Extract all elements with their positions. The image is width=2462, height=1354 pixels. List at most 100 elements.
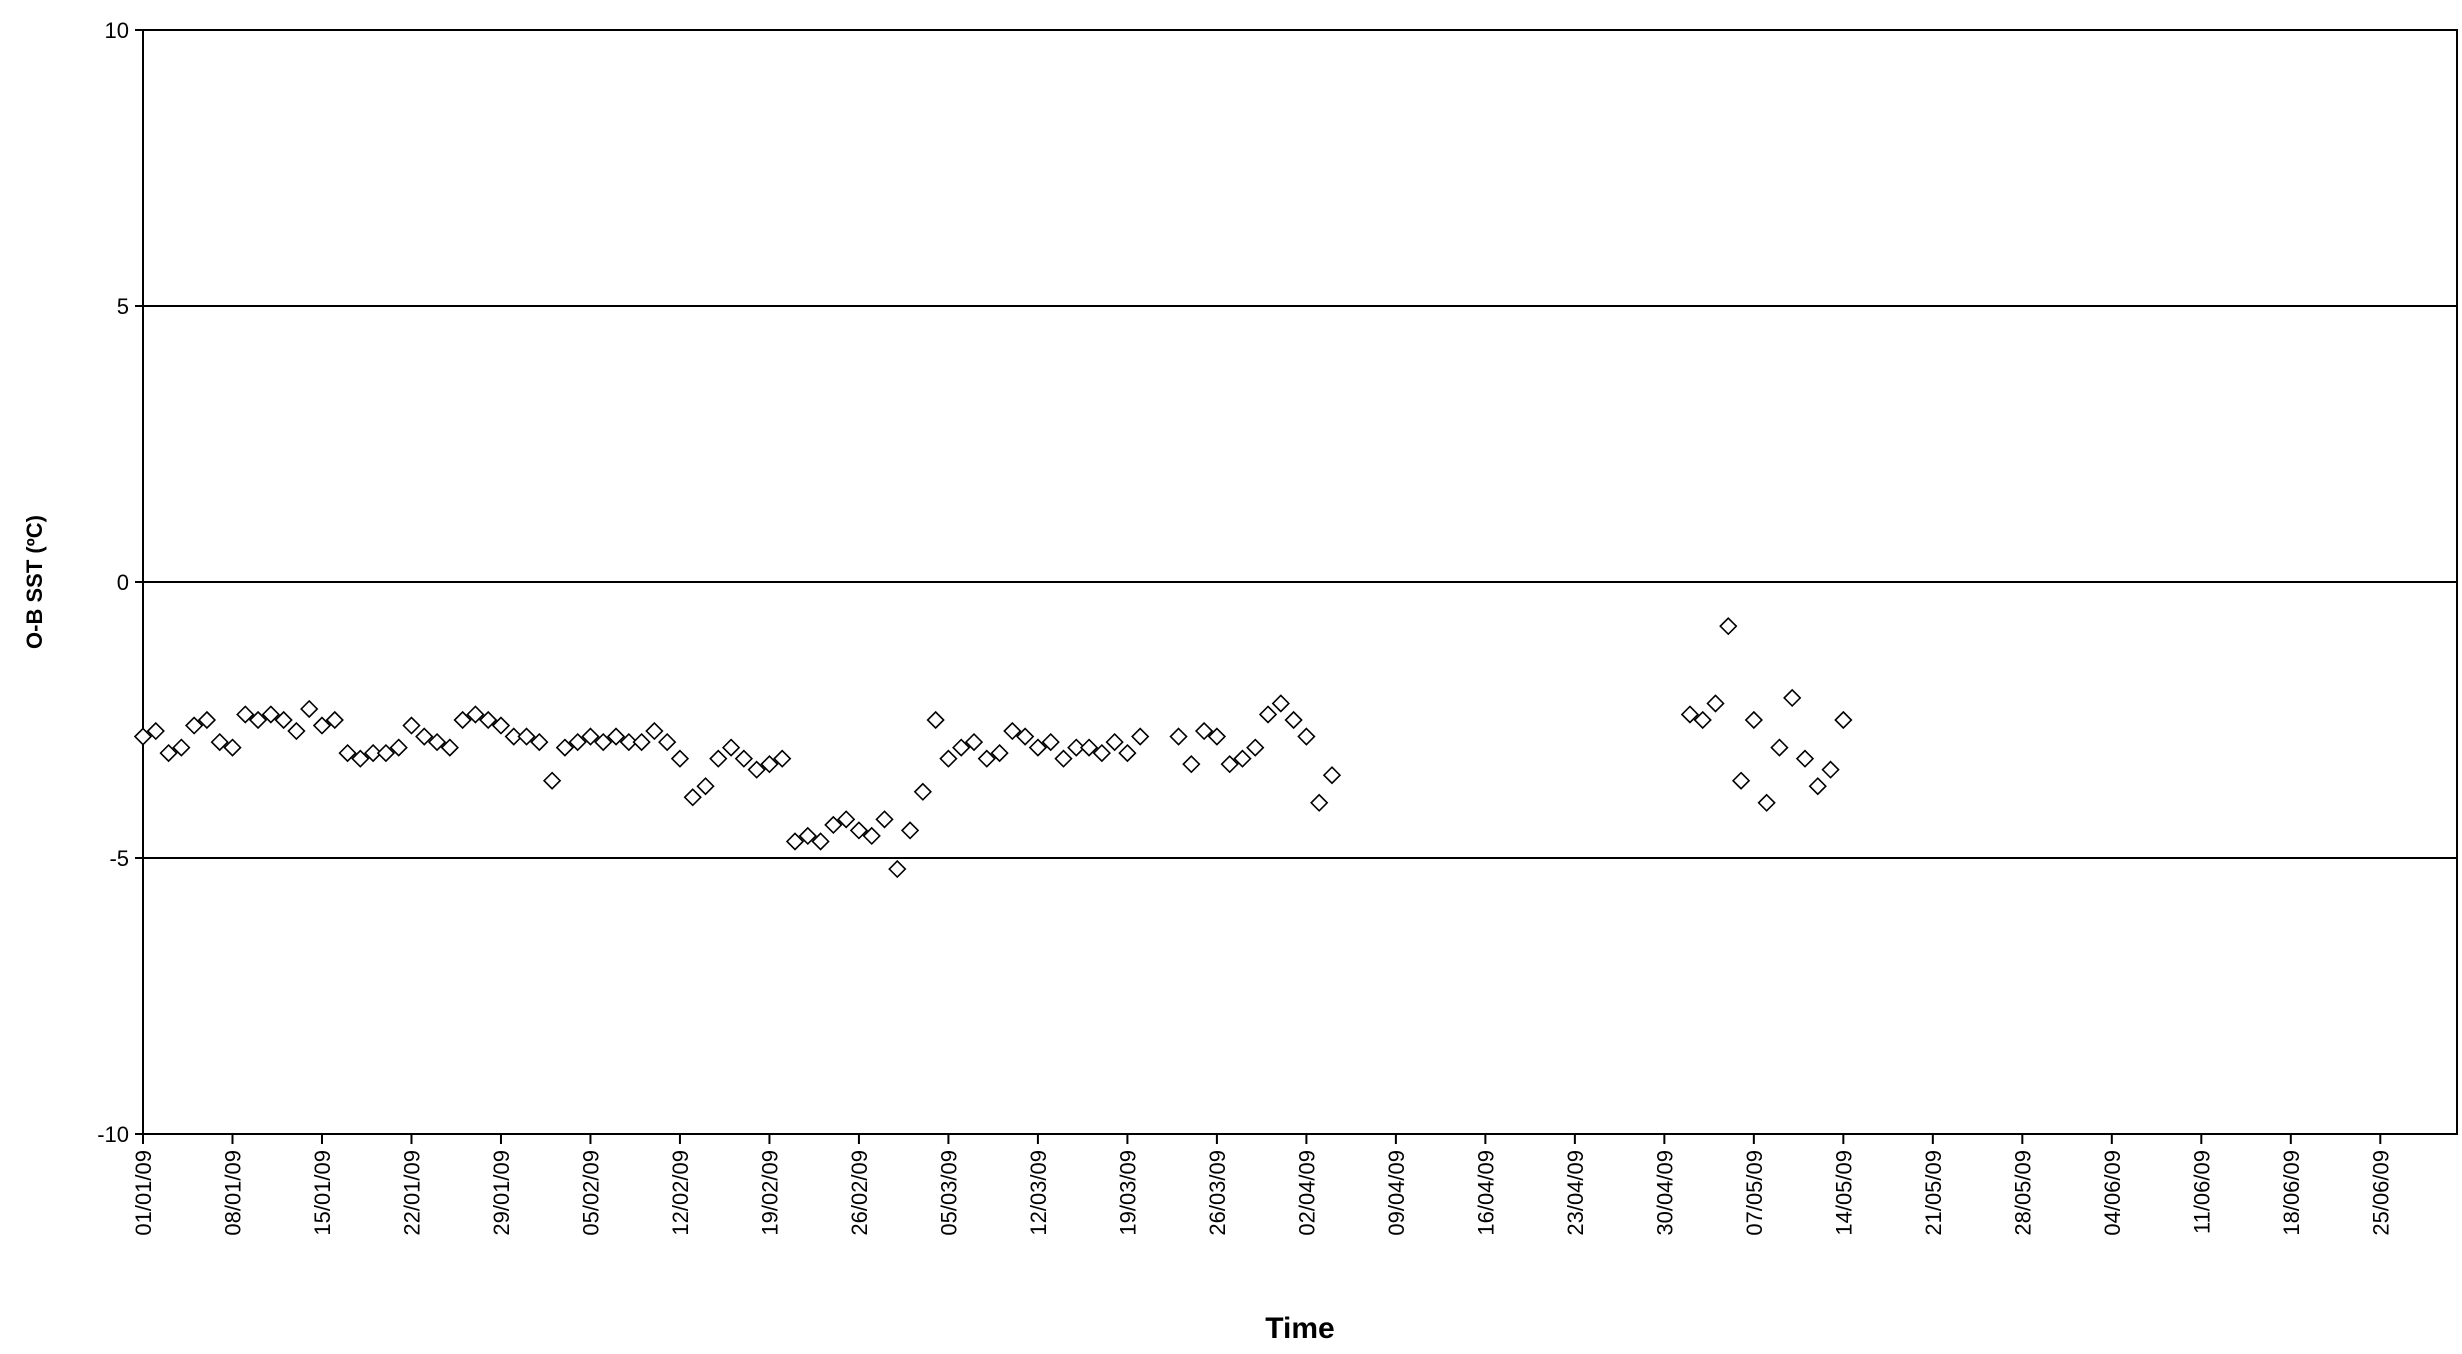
x-tick-label: 05/02/09 <box>578 1150 603 1236</box>
x-tick-label: 04/06/09 <box>2100 1150 2125 1236</box>
x-tick-label: 26/03/09 <box>1205 1150 1230 1236</box>
data-point <box>773 749 792 768</box>
data-point <box>555 738 575 757</box>
data-point <box>1258 705 1278 724</box>
data-point <box>1821 760 1840 779</box>
x-tick-label: 12/02/09 <box>668 1150 693 1236</box>
x-tick-label: 14/05/09 <box>1831 1150 1856 1236</box>
data-point <box>300 699 319 719</box>
x-tick-label: 19/02/09 <box>757 1150 782 1236</box>
data-point <box>542 771 562 790</box>
data-point <box>1233 749 1252 768</box>
y-axis-label: O-B SST (ºC) <box>22 515 47 649</box>
data-point <box>1706 694 1725 713</box>
data-point <box>1220 755 1239 774</box>
data-point <box>747 760 766 779</box>
x-tick-label: 21/05/09 <box>1921 1150 1946 1236</box>
data-point <box>363 743 383 763</box>
data-point <box>1284 710 1303 730</box>
x-tick-label: 28/05/09 <box>2010 1150 2035 1236</box>
x-tick-label: 16/04/09 <box>1473 1150 1498 1236</box>
data-point <box>389 738 408 757</box>
data-point <box>939 749 958 768</box>
data-point <box>837 810 856 829</box>
data-point <box>1003 721 1022 741</box>
data-point <box>964 732 984 752</box>
y-tick-label: -5 <box>109 846 129 871</box>
data-point <box>926 710 945 730</box>
data-point <box>1015 727 1035 746</box>
data-point <box>312 716 332 735</box>
plot-frame <box>142 29 2458 1135</box>
data-point <box>645 721 664 741</box>
data-point <box>721 738 741 757</box>
data-point <box>197 710 217 730</box>
y-tick-label: -10 <box>97 1122 129 1147</box>
x-tick-label: 01/01/09 <box>131 1150 156 1236</box>
x-tick-label: 15/01/09 <box>310 1150 335 1236</box>
data-point <box>1731 771 1751 790</box>
data-point <box>261 705 280 724</box>
data-point <box>824 815 843 835</box>
data-point <box>709 749 728 768</box>
data-point <box>632 732 651 752</box>
data-point <box>325 710 344 730</box>
y-tick-label: 0 <box>117 570 129 595</box>
data-point <box>1028 738 1048 757</box>
x-tick-label: 22/01/09 <box>399 1150 424 1236</box>
x-tick-label: 11/06/09 <box>2189 1150 2214 1234</box>
data-point <box>990 743 1009 763</box>
data-point <box>1182 755 1201 774</box>
data-point <box>376 743 396 763</box>
data-point <box>952 738 971 757</box>
data-point <box>1744 710 1763 730</box>
data-point <box>1757 793 1776 812</box>
x-axis-label: Time <box>1265 1312 1334 1345</box>
data-point <box>248 710 268 730</box>
data-point <box>1770 738 1789 757</box>
data-point <box>1131 727 1150 746</box>
data-point <box>491 716 511 735</box>
data-point <box>1693 710 1712 730</box>
data-point <box>619 732 638 752</box>
data-point <box>223 738 242 757</box>
data-point <box>658 732 677 752</box>
data-point <box>338 743 357 763</box>
y-tick-label: 10 <box>105 18 129 43</box>
data-point <box>185 716 204 735</box>
data-point <box>172 738 191 757</box>
data-point <box>888 859 907 879</box>
data-point <box>1834 710 1853 730</box>
x-tick-label: 26/02/09 <box>847 1150 872 1236</box>
data-point <box>785 832 805 851</box>
data-point <box>1169 727 1188 746</box>
data-point <box>1041 732 1060 752</box>
data-point <box>287 721 306 741</box>
data-point <box>1092 743 1111 763</box>
data-point <box>146 721 165 741</box>
data-point <box>1271 694 1290 713</box>
data-point <box>1310 793 1329 812</box>
data-point <box>862 826 881 846</box>
data-point <box>479 710 498 730</box>
data-point <box>900 821 920 840</box>
data-point <box>1297 727 1316 746</box>
x-tick-label: 08/01/09 <box>220 1150 245 1236</box>
data-point <box>466 705 485 724</box>
data-point <box>504 727 523 746</box>
x-tick-label: 23/04/09 <box>1563 1150 1588 1236</box>
x-tick-label: 07/05/09 <box>1742 1150 1767 1236</box>
data-point <box>1719 617 1738 636</box>
data-point <box>1808 777 1827 796</box>
data-point <box>1207 727 1227 746</box>
data-point <box>1246 738 1265 757</box>
data-point <box>440 738 459 757</box>
data-point <box>811 832 830 851</box>
data-point <box>798 826 817 846</box>
data-point <box>415 727 434 746</box>
data-point <box>1067 738 1086 757</box>
data-point <box>670 749 690 768</box>
data-point <box>1795 749 1815 768</box>
x-tick-label: 18/06/09 <box>2279 1150 2304 1236</box>
